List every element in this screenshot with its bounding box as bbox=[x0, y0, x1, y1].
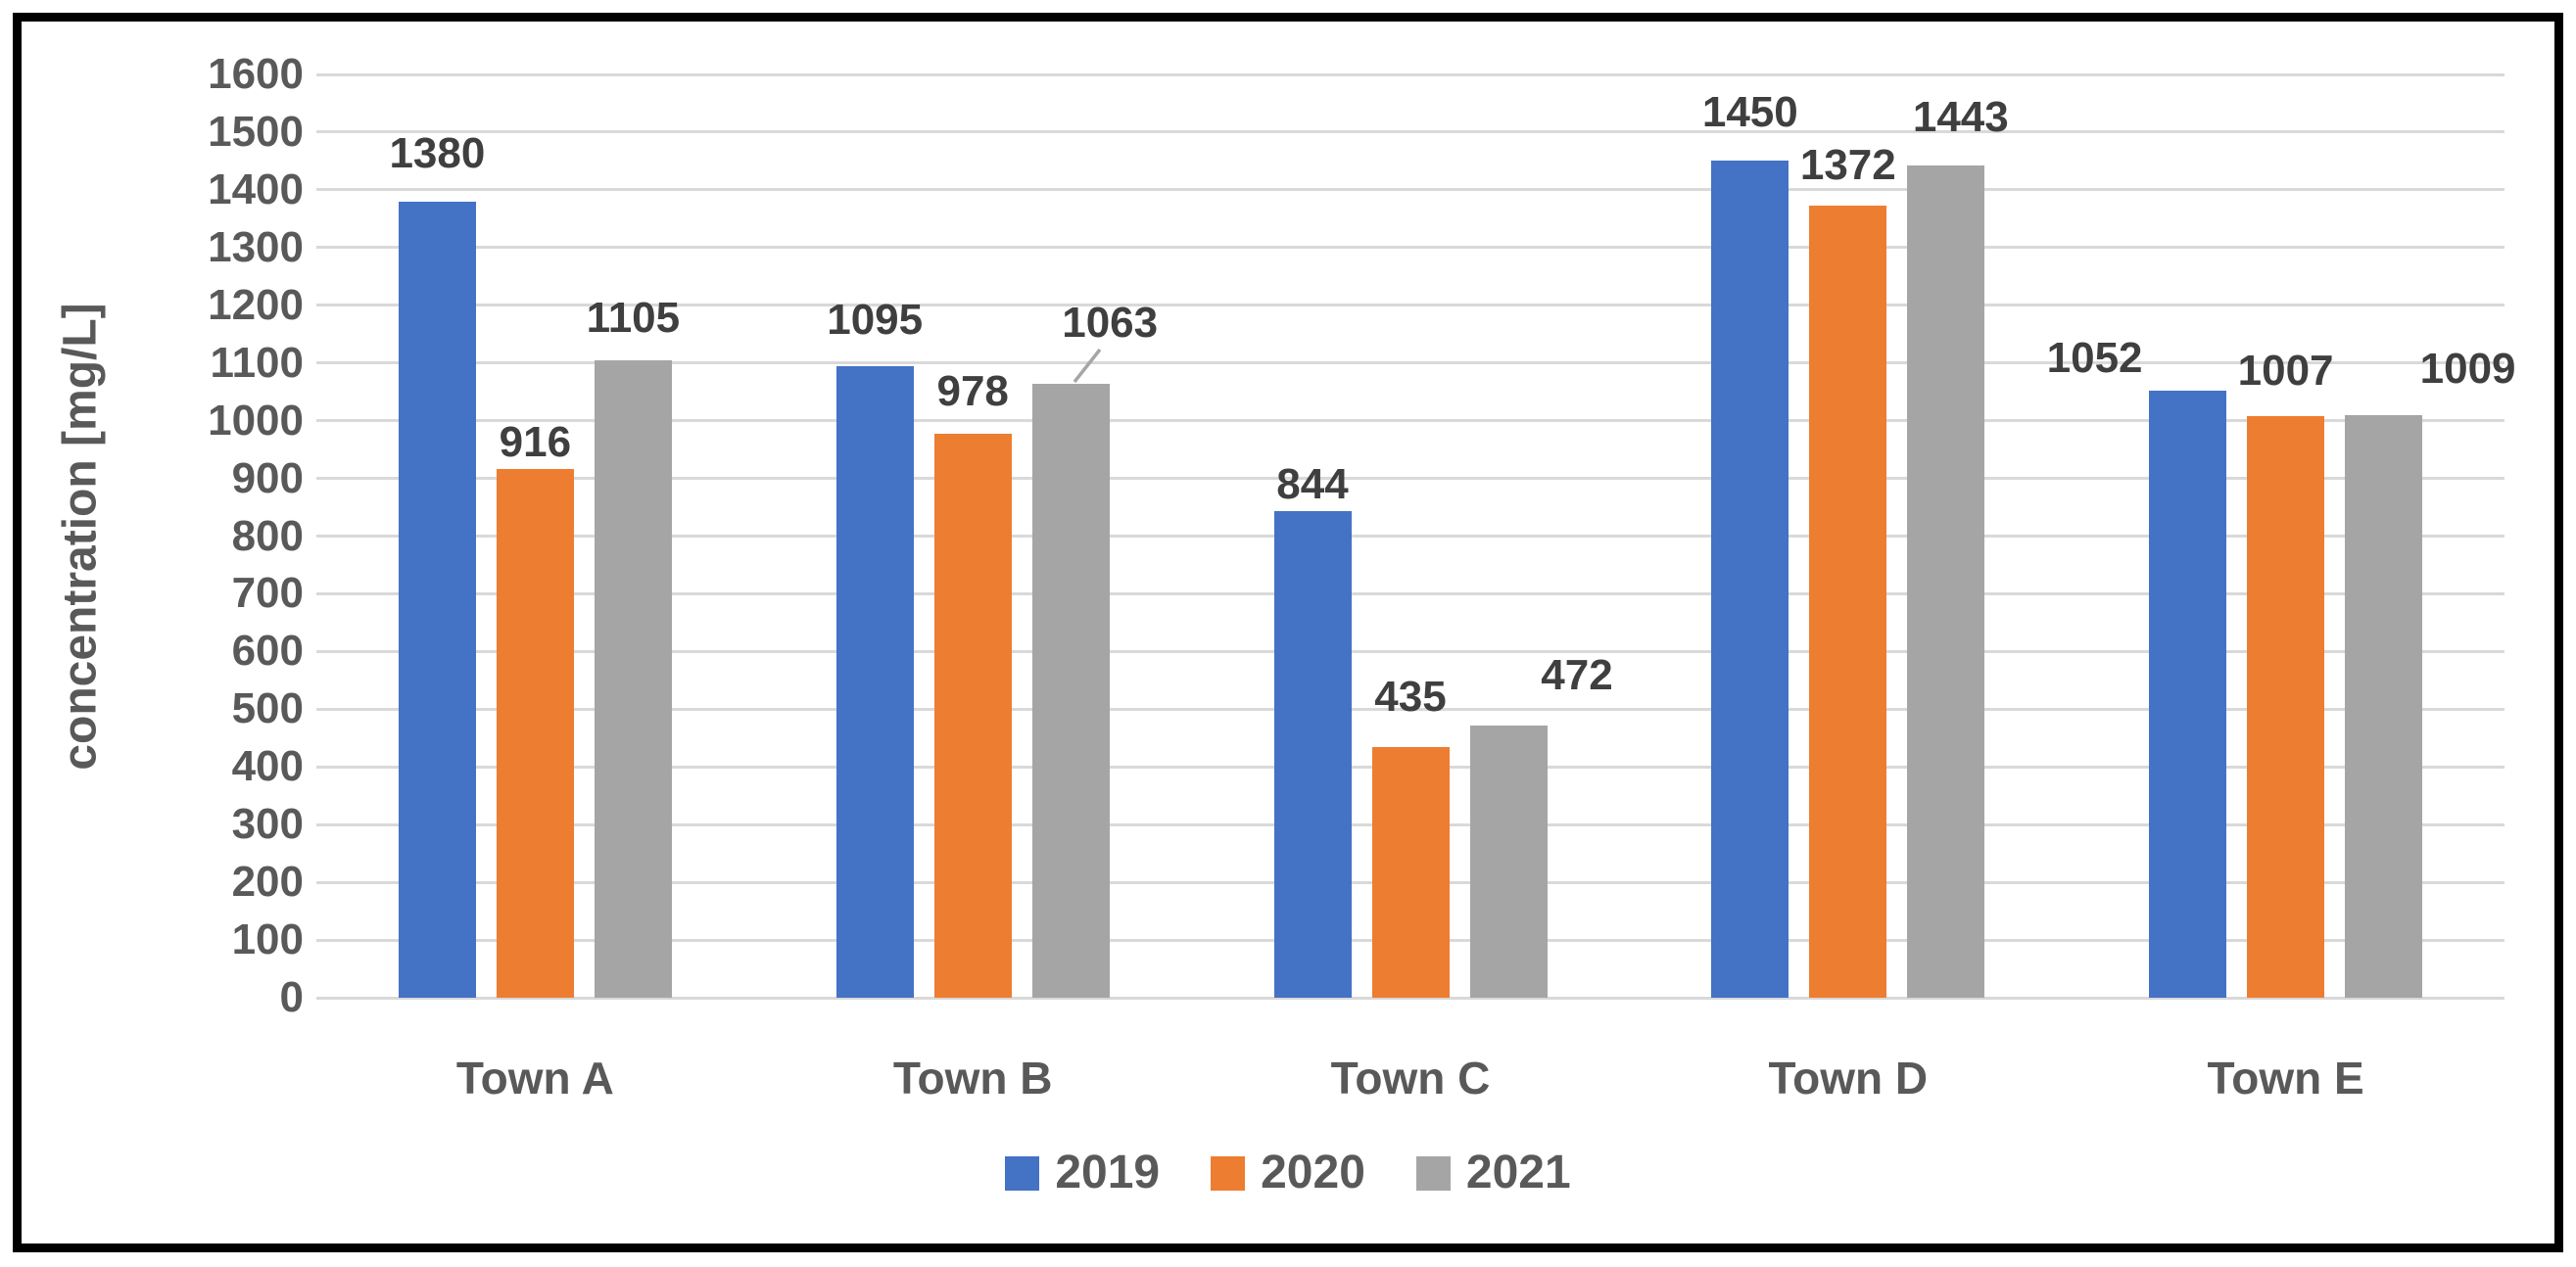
bar-town-a-2020[interactable] bbox=[496, 469, 574, 998]
y-tick-label: 600 bbox=[231, 627, 304, 676]
bar-town-d-2021[interactable] bbox=[1907, 164, 1985, 998]
bar-value-label: 1372 bbox=[1799, 141, 1896, 190]
bar-town-e-2019[interactable] bbox=[2149, 390, 2227, 998]
y-tick-label: 100 bbox=[231, 915, 304, 964]
bar-value-label: 1007 bbox=[2237, 346, 2334, 395]
bar-value-label: 1105 bbox=[586, 293, 681, 342]
y-tick-label: 0 bbox=[279, 973, 304, 1021]
gridline bbox=[316, 591, 2504, 595]
bar-town-a-2019[interactable] bbox=[398, 201, 476, 998]
gridline bbox=[316, 188, 2504, 192]
bar-town-b-2019[interactable] bbox=[835, 365, 914, 998]
y-axis-title: concentration [mg/L] bbox=[54, 303, 107, 771]
bar-value-label: 1052 bbox=[2046, 333, 2143, 382]
gridline bbox=[316, 130, 2504, 134]
y-tick-label: 1300 bbox=[208, 222, 304, 271]
gridline bbox=[316, 535, 2504, 538]
bar-town-d-2020[interactable] bbox=[1809, 206, 1887, 998]
y-tick-label: 500 bbox=[231, 684, 304, 733]
bar-value-label: 435 bbox=[1374, 672, 1447, 721]
legend: 2019 2020 2021 bbox=[0, 1147, 2576, 1198]
bar-town-c-2020[interactable] bbox=[1371, 746, 1450, 998]
gridline bbox=[316, 649, 2504, 653]
x-axis-label: Town D bbox=[1768, 1053, 1929, 1103]
gridline bbox=[316, 304, 2504, 307]
y-tick-label: 1500 bbox=[208, 107, 304, 156]
bar-town-a-2021[interactable] bbox=[594, 359, 672, 998]
bar-town-b-2021[interactable] bbox=[1031, 384, 1110, 998]
bar-value-label: 1009 bbox=[2419, 345, 2516, 394]
y-tick-label: 400 bbox=[231, 742, 304, 791]
y-tick-label: 1600 bbox=[208, 50, 304, 98]
legend-item-2019[interactable]: 2019 bbox=[1005, 1147, 1161, 1198]
legend-label: 2020 bbox=[1261, 1147, 1365, 1198]
y-tick-label: 300 bbox=[231, 800, 304, 849]
bar-value-label: 472 bbox=[1541, 650, 1613, 699]
bar-value-label: 844 bbox=[1276, 459, 1349, 508]
y-tick-label: 800 bbox=[231, 511, 304, 560]
y-tick-label: 1100 bbox=[210, 338, 304, 387]
y-tick-label: 200 bbox=[231, 858, 304, 907]
bar-town-c-2021[interactable] bbox=[1469, 725, 1548, 998]
bar-town-e-2021[interactable] bbox=[2345, 415, 2423, 998]
legend-item-2021[interactable]: 2021 bbox=[1415, 1147, 1571, 1198]
bar-town-e-2020[interactable] bbox=[2247, 416, 2325, 998]
gridline bbox=[316, 707, 2504, 711]
bar-town-c-2019[interactable] bbox=[1273, 510, 1352, 998]
gridline bbox=[316, 72, 2504, 76]
bar-value-label: 916 bbox=[499, 418, 572, 467]
x-axis-label: Town A bbox=[455, 1053, 614, 1103]
bar-value-label: 1450 bbox=[1701, 88, 1798, 137]
legend-label: 2021 bbox=[1465, 1147, 1571, 1198]
bar-value-label: 978 bbox=[936, 366, 1009, 415]
bar-value-label: 1063 bbox=[1062, 298, 1159, 347]
bar-value-label: 1095 bbox=[827, 295, 924, 344]
gridline bbox=[316, 361, 2504, 365]
y-tick-label: 1000 bbox=[208, 396, 304, 445]
legend-swatch-2019 bbox=[1005, 1155, 1040, 1191]
x-axis-label: Town B bbox=[892, 1053, 1053, 1103]
y-tick-label: 1400 bbox=[208, 164, 304, 213]
bar-town-d-2019[interactable] bbox=[1711, 161, 1789, 998]
x-axis-label: Town E bbox=[2207, 1053, 2364, 1103]
bar-value-label: 1443 bbox=[1912, 92, 2009, 141]
legend-swatch-2021 bbox=[1415, 1155, 1451, 1191]
legend-label: 2019 bbox=[1055, 1147, 1161, 1198]
legend-swatch-2020 bbox=[1211, 1155, 1246, 1191]
gridline bbox=[316, 996, 2504, 1000]
y-tick-label: 900 bbox=[231, 453, 304, 502]
gridline bbox=[316, 477, 2504, 481]
bar-value-label: 1380 bbox=[389, 128, 486, 177]
chart-border-frame bbox=[13, 13, 2563, 1252]
y-tick-label: 700 bbox=[231, 569, 304, 618]
gridline bbox=[316, 419, 2504, 423]
bar-town-b-2020[interactable] bbox=[933, 433, 1012, 998]
gridline bbox=[316, 246, 2504, 250]
legend-item-2020[interactable]: 2020 bbox=[1211, 1147, 1365, 1198]
x-axis-label: Town C bbox=[1330, 1053, 1491, 1103]
y-tick-label: 1200 bbox=[208, 280, 304, 329]
